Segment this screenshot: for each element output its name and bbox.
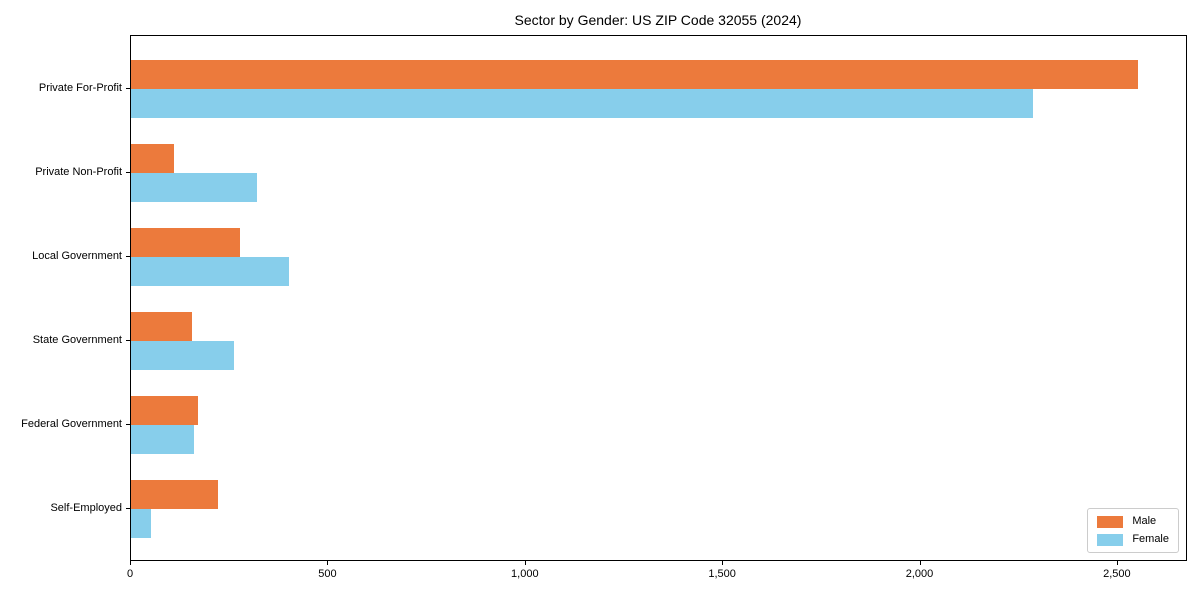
bar-male-federal-government (131, 396, 199, 425)
legend-label-female: Female (1132, 533, 1169, 545)
legend: Male Female (1087, 508, 1179, 553)
y-tick-mark (126, 508, 130, 509)
x-tick-mark (1116, 561, 1118, 565)
y-tick-mark (126, 88, 130, 89)
bar-male-state-government (131, 312, 193, 341)
x-tick-label: 0 (126, 568, 134, 580)
legend-swatch-female (1097, 533, 1124, 546)
y-tick-mark (126, 340, 130, 341)
x-tick-mark (524, 561, 526, 565)
x-tick-label: 1,000 (511, 568, 539, 580)
y-category-label-self-employed: Self-Employed (50, 502, 122, 514)
y-category-label-private-for-profit: Private For-Profit (38, 82, 122, 94)
y-tick-mark (126, 172, 130, 173)
bar-female-federal-government (131, 425, 195, 454)
x-tick-label: 500 (318, 568, 337, 580)
y-category-label-local-government: Local Government (32, 250, 122, 262)
legend-swatch-male (1097, 515, 1124, 528)
bar-female-private-for-profit (131, 89, 1033, 118)
x-tick-label: 2,000 (905, 568, 934, 580)
y-category-label-private-non-profit: Private Non-Profit (35, 166, 122, 178)
legend-entry-male: Male (1097, 515, 1169, 528)
legend-label-male: Male (1132, 515, 1157, 527)
x-tick-mark (722, 561, 724, 565)
legend-entry-female: Female (1097, 533, 1169, 546)
y-category-label-state-government: State Government (32, 334, 122, 346)
x-tick-label: 1,500 (708, 568, 736, 580)
bar-female-self-employed (131, 509, 151, 538)
bar-female-private-non-profit (131, 173, 258, 202)
x-tick-mark (327, 561, 329, 565)
bar-female-local-government (131, 257, 289, 286)
bar-male-self-employed (131, 480, 218, 509)
x-tick-mark (919, 561, 921, 565)
bar-male-local-government (131, 228, 240, 257)
bar-female-state-government (131, 341, 234, 370)
bar-male-private-for-profit (131, 60, 1138, 89)
y-category-label-federal-government: Federal Government (21, 418, 122, 430)
plot-area: Male Female (130, 35, 1187, 561)
y-tick-mark (126, 424, 130, 425)
x-tick-mark (130, 561, 131, 565)
y-tick-mark (126, 256, 130, 257)
bar-male-private-non-profit (131, 144, 175, 173)
chart-title: Sector by Gender: US ZIP Code 32055 (202… (514, 12, 802, 28)
x-tick-label: 2,500 (1103, 568, 1131, 580)
